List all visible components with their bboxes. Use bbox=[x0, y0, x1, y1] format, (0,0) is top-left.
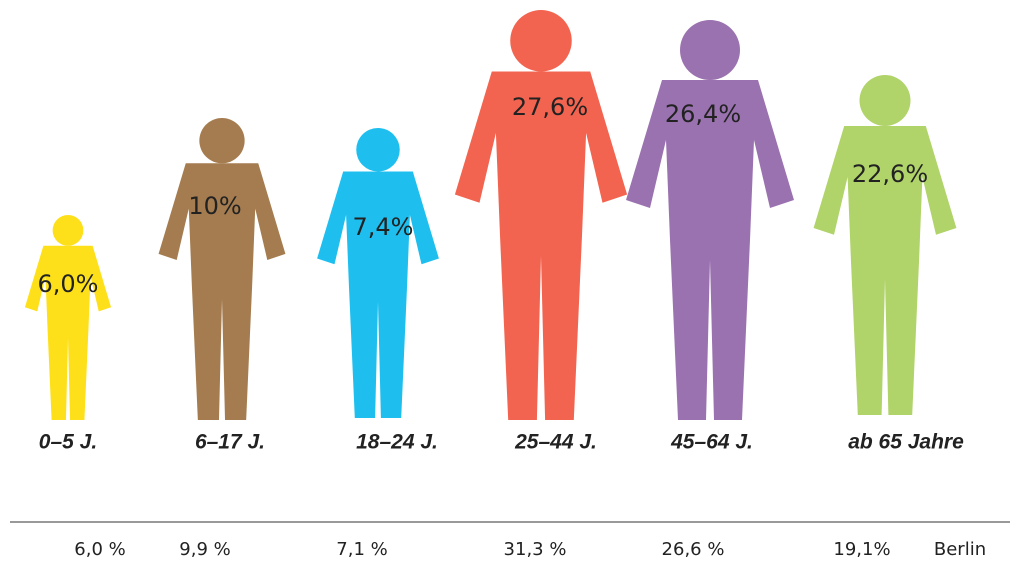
category-label: 25–44 J. bbox=[514, 431, 597, 454]
figure-head bbox=[356, 128, 400, 172]
comparison-name: Berlin bbox=[934, 539, 986, 560]
figure bbox=[25, 215, 111, 420]
figure-head bbox=[199, 118, 244, 163]
category-label: 6–17 J. bbox=[195, 431, 265, 454]
value-label: 27,6% bbox=[512, 93, 588, 121]
figure bbox=[159, 118, 286, 420]
figure bbox=[814, 75, 957, 415]
category-label: 0–5 J. bbox=[39, 431, 97, 454]
chart: Berlin 6,0% 0–5 J. 6,0 % 10% 6–17 J. 9,9 % 7,4… bbox=[0, 0, 1017, 566]
figure-head bbox=[680, 20, 740, 80]
value-label: 7,4% bbox=[353, 213, 414, 241]
category-label: 18–24 J. bbox=[356, 431, 438, 454]
figure-body bbox=[626, 80, 794, 420]
comparison-value: 7,1 % bbox=[336, 539, 387, 560]
value-label: 6,0% bbox=[38, 270, 99, 298]
figure bbox=[626, 20, 794, 420]
figure-body bbox=[317, 172, 439, 419]
category-label: 45–64 J. bbox=[670, 431, 753, 454]
comparison-value: 6,0 % bbox=[74, 539, 125, 560]
figure-head bbox=[510, 10, 572, 72]
figure-body bbox=[455, 72, 627, 421]
value-label: 10% bbox=[188, 192, 241, 220]
comparison-value: 9,9 % bbox=[179, 539, 230, 560]
figure-head bbox=[53, 215, 84, 246]
category-label: ab 65 Jahre bbox=[848, 431, 964, 454]
comparison-value: 31,3 % bbox=[504, 539, 567, 560]
figure bbox=[455, 10, 627, 420]
comparison-value: 26,6 % bbox=[662, 539, 725, 560]
comparison-value: 19,1% bbox=[833, 539, 890, 560]
value-label: 22,6% bbox=[852, 160, 928, 188]
figure bbox=[317, 128, 439, 418]
figure-head bbox=[860, 75, 911, 126]
value-label: 26,4% bbox=[665, 100, 741, 128]
